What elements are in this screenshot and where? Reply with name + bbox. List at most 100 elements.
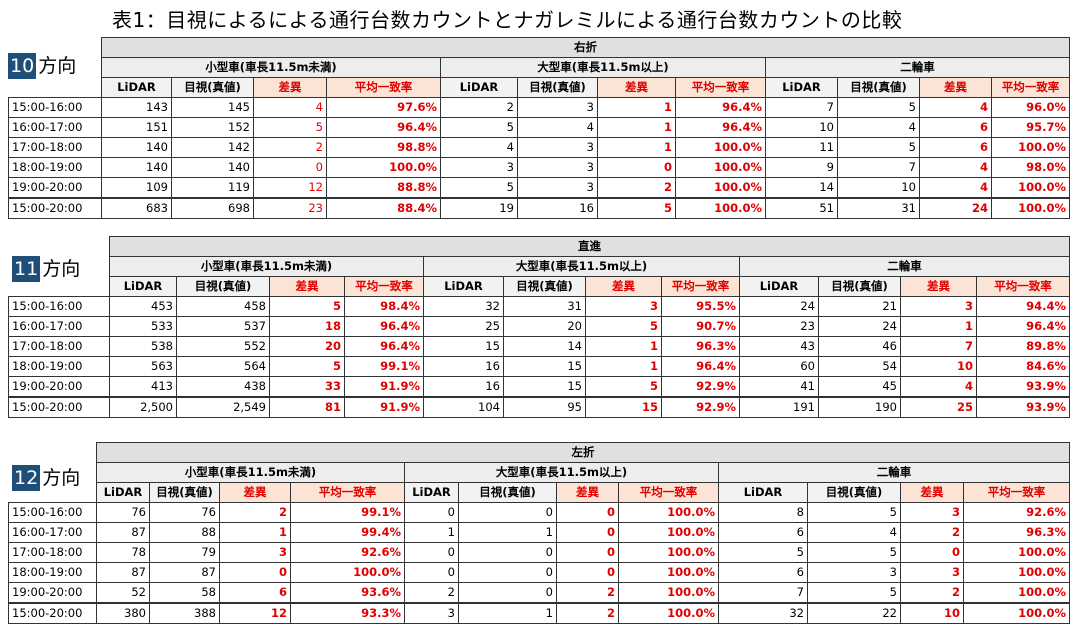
rate-cell: 84.6% [976, 356, 1070, 377]
diff-cell: 10 [900, 602, 964, 624]
diff-cell: 5 [269, 296, 345, 317]
rate-header: 平均一致率 [963, 482, 1070, 503]
table-row: 15:00-16:00 76 76 2 99.1% 0 0 0 100.0% 8 5 3 92.6% [8, 502, 1070, 523]
visual-cell: 3 [517, 157, 598, 178]
lidar-cell: 32 [718, 602, 808, 624]
rate-cell: 100.0% [963, 582, 1070, 604]
motorcycle-header: 二輪車 [765, 57, 1070, 78]
diff-cell: 3 [585, 296, 662, 317]
lidar-cell: 563 [109, 356, 177, 377]
diff-cell: 5 [585, 316, 662, 337]
visual-cell: 552 [176, 336, 270, 357]
diff-cell: 5 [253, 117, 327, 138]
lidar-cell: 52 [96, 582, 150, 604]
small-vehicle-header: 小型車(車長11.5m未満) [109, 256, 424, 277]
diff-cell: 2 [219, 502, 291, 523]
visual-header: 目視(真値) [171, 77, 254, 98]
visual-cell: 564 [176, 356, 270, 377]
rate-cell: 100.0% [326, 157, 441, 178]
table-row: 18:00-19:00 87 87 0 100.0% 0 0 0 100.0% 6 3 3 100.0% [8, 562, 1070, 583]
lidar-cell: 0 [404, 502, 459, 523]
table-row: 19:00-20:00 109 119 12 88.8% 5 3 2 100.0% 14 10 4 10… [8, 177, 1070, 199]
rate-cell: 100.0% [963, 542, 1070, 563]
visual-cell: 31 [837, 197, 920, 219]
lidar-cell: 140 [101, 137, 172, 158]
visual-cell: 698 [171, 197, 254, 219]
diff-header: 差異 [900, 276, 977, 297]
visual-cell: 15 [503, 356, 586, 377]
visual-header: 目視(真値) [503, 276, 586, 297]
rate-cell: 96.4% [661, 356, 740, 377]
visual-cell: 5 [807, 582, 901, 604]
diff-cell: 0 [900, 542, 964, 563]
time-cell: 19:00-20:00 [8, 582, 97, 604]
direction-suffix: 方向 [42, 467, 81, 489]
diff-cell: 12 [253, 177, 327, 199]
rate-cell: 96.4% [675, 97, 766, 118]
diff-cell: 15 [585, 396, 662, 418]
lidar-cell: 453 [109, 296, 177, 317]
table-direction-12: 左折 小型車(車長11.5m未満) 大型車(車長11.5m以上) 二輪車 LiD… [8, 442, 1070, 624]
visual-cell: 458 [176, 296, 270, 317]
diff-cell: 4 [919, 157, 992, 178]
visual-cell: 88 [149, 522, 220, 543]
time-cell: 18:00-19:00 [8, 356, 110, 377]
rate-cell: 90.7% [661, 316, 740, 337]
rate-cell: 99.4% [290, 522, 405, 543]
rate-cell: 88.4% [326, 197, 441, 219]
diff-cell: 2 [556, 582, 619, 604]
lidar-cell: 43 [739, 336, 819, 357]
rate-cell: 100.0% [991, 177, 1070, 199]
rate-cell: 100.0% [618, 502, 719, 523]
diff-cell: 5 [269, 356, 345, 377]
lidar-cell: 143 [101, 97, 172, 118]
lidar-cell: 7 [718, 582, 808, 604]
time-cell: 16:00-17:00 [8, 316, 110, 337]
lidar-cell: 3 [440, 157, 518, 178]
visual-cell: 1 [458, 602, 557, 624]
rate-cell: 98.0% [991, 157, 1070, 178]
visual-cell: 7 [837, 157, 920, 178]
visual-cell: 2,549 [176, 396, 270, 418]
diff-cell: 81 [269, 396, 345, 418]
diff-cell: 18 [269, 316, 345, 337]
visual-cell: 190 [818, 396, 901, 418]
visual-cell: 95 [503, 396, 586, 418]
visual-header: 目視(真値) [458, 482, 557, 503]
diff-cell: 3 [900, 502, 964, 523]
table-row: 17:00-18:00 140 142 2 98.8% 4 3 1 100.0% 11 5 6 100.… [8, 137, 1070, 158]
lidar-cell: 76 [96, 502, 150, 523]
rate-cell: 98.8% [326, 137, 441, 158]
direction-label-10: 10 方向 [8, 53, 76, 79]
visual-cell: 140 [171, 157, 254, 178]
lidar-cell: 533 [109, 316, 177, 337]
diff-cell: 4 [919, 177, 992, 199]
visual-cell: 0 [458, 502, 557, 523]
rate-cell: 95.7% [991, 117, 1070, 138]
motorcycle-header: 二輪車 [718, 462, 1070, 483]
lidar-cell: 14 [765, 177, 838, 199]
visual-header: 目視(真値) [807, 482, 901, 503]
visual-cell: 24 [818, 316, 901, 337]
lidar-cell: 2,500 [109, 396, 177, 418]
diff-cell: 6 [919, 117, 992, 138]
lidar-cell: 5 [718, 542, 808, 563]
rate-cell: 100.0% [675, 197, 766, 219]
visual-cell: 4 [517, 117, 598, 138]
time-cell: 17:00-18:00 [8, 542, 97, 563]
lidar-cell: 1 [404, 522, 459, 543]
visual-cell: 5 [807, 502, 901, 523]
table-row: 17:00-18:00 538 552 20 96.4% 15 14 1 96.3% 43 46 7 8… [8, 336, 1070, 357]
visual-cell: 0 [458, 582, 557, 604]
diff-cell: 7 [900, 336, 977, 357]
lidar-cell: 51 [765, 197, 838, 219]
table-row: 18:00-19:00 140 140 0 100.0% 3 3 0 100.0% 9 7 4 98.0… [8, 157, 1070, 178]
rate-cell: 93.6% [290, 582, 405, 604]
visual-cell: 388 [149, 602, 220, 624]
rate-cell: 98.4% [344, 296, 424, 317]
visual-cell: 5 [807, 542, 901, 563]
lidar-cell: 0 [404, 562, 459, 583]
rate-cell: 95.5% [661, 296, 740, 317]
lidar-header: LiDAR [404, 482, 459, 503]
visual-cell: 145 [171, 97, 254, 118]
